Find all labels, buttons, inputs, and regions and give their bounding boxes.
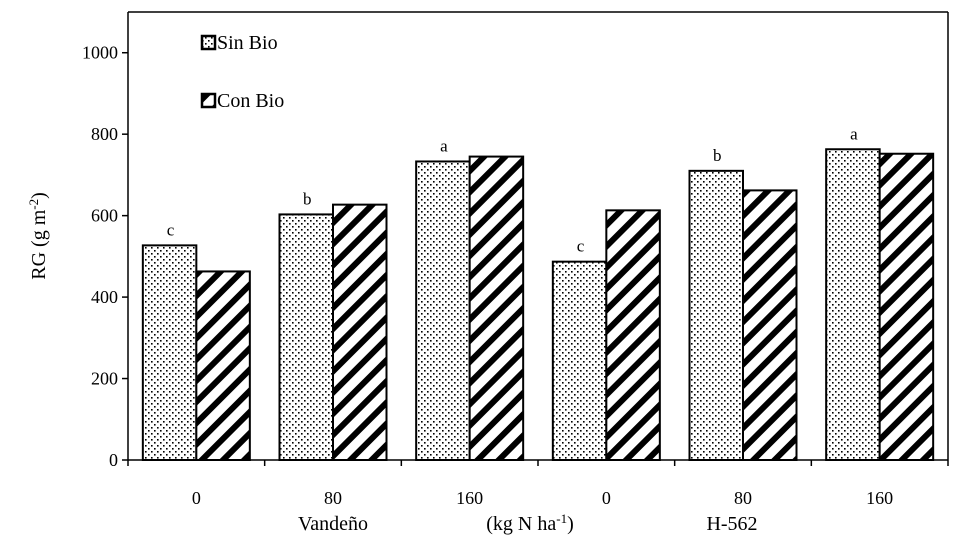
- legend: Sin Bio Con Bio: [200, 32, 284, 112]
- y-tick-label: 200: [91, 369, 118, 389]
- bar-con-bio: [878, 152, 935, 462]
- legend-swatch-con-bio: [200, 92, 217, 109]
- significance-letter: c: [577, 237, 585, 256]
- significance-letter: c: [167, 220, 175, 239]
- significance-letter: a: [850, 124, 858, 143]
- bar-sin-bio: [278, 213, 334, 461]
- x-tick-label: 160: [456, 488, 483, 508]
- y-tick-label: 800: [91, 124, 118, 144]
- legend-item-con-bio: Con Bio: [200, 90, 284, 112]
- x-group-labels: Vandeño (kg N ha-1) H-562: [298, 511, 758, 535]
- bar-sin-bio: [825, 148, 881, 461]
- y-tick-label: 1000: [82, 43, 118, 63]
- group-label-h562: H-562: [706, 513, 757, 535]
- legend-label-sin-bio: Sin Bio: [217, 32, 278, 54]
- x-tick-label: 0: [192, 488, 201, 508]
- x-tick-label: 0: [602, 488, 611, 508]
- y-tick-label: 400: [91, 287, 118, 307]
- legend-label-con-bio: Con Bio: [217, 90, 284, 112]
- legend-item-sin-bio: Sin Bio: [200, 32, 278, 54]
- legend-swatch-sin-bio: [200, 34, 217, 51]
- bar-sin-bio: [551, 260, 608, 461]
- group-label-vandeno: Vandeño: [298, 513, 368, 535]
- bar-con-bio: [605, 209, 661, 461]
- y-tick-label: 600: [91, 206, 118, 226]
- bar-con-bio: [195, 270, 251, 462]
- unit-superscript: -1: [556, 511, 567, 526]
- y-tick-label: 0: [109, 450, 118, 470]
- significance-letter: b: [303, 189, 312, 208]
- bar-con-bio: [468, 155, 525, 461]
- x-tick-label: 80: [324, 488, 342, 508]
- plot-frame: [127, 11, 949, 461]
- x-tick-label: 80: [734, 488, 752, 508]
- significance-letter: a: [440, 136, 448, 155]
- x-axis-unit-label: (kg N ha-1): [486, 511, 574, 535]
- significance-letter: b: [713, 146, 722, 165]
- bar-sin-bio: [415, 160, 471, 461]
- significance-letters: c b a c b a: [167, 124, 858, 255]
- y-unit-superscript: -2: [26, 199, 41, 210]
- bar-con-bio: [742, 189, 798, 461]
- bar-series: [141, 148, 935, 462]
- bar-sin-bio: [688, 169, 744, 461]
- y-axis-ticks: 0 200 400 600 800 1000: [82, 43, 128, 470]
- x-axis-ticks: 0 80 160 0 80 160: [127, 460, 949, 508]
- x-tick-label: 160: [866, 488, 893, 508]
- bar-sin-bio: [141, 244, 198, 461]
- bar-con-bio: [332, 203, 388, 461]
- y-axis-label: RG (g m-2): [26, 192, 50, 280]
